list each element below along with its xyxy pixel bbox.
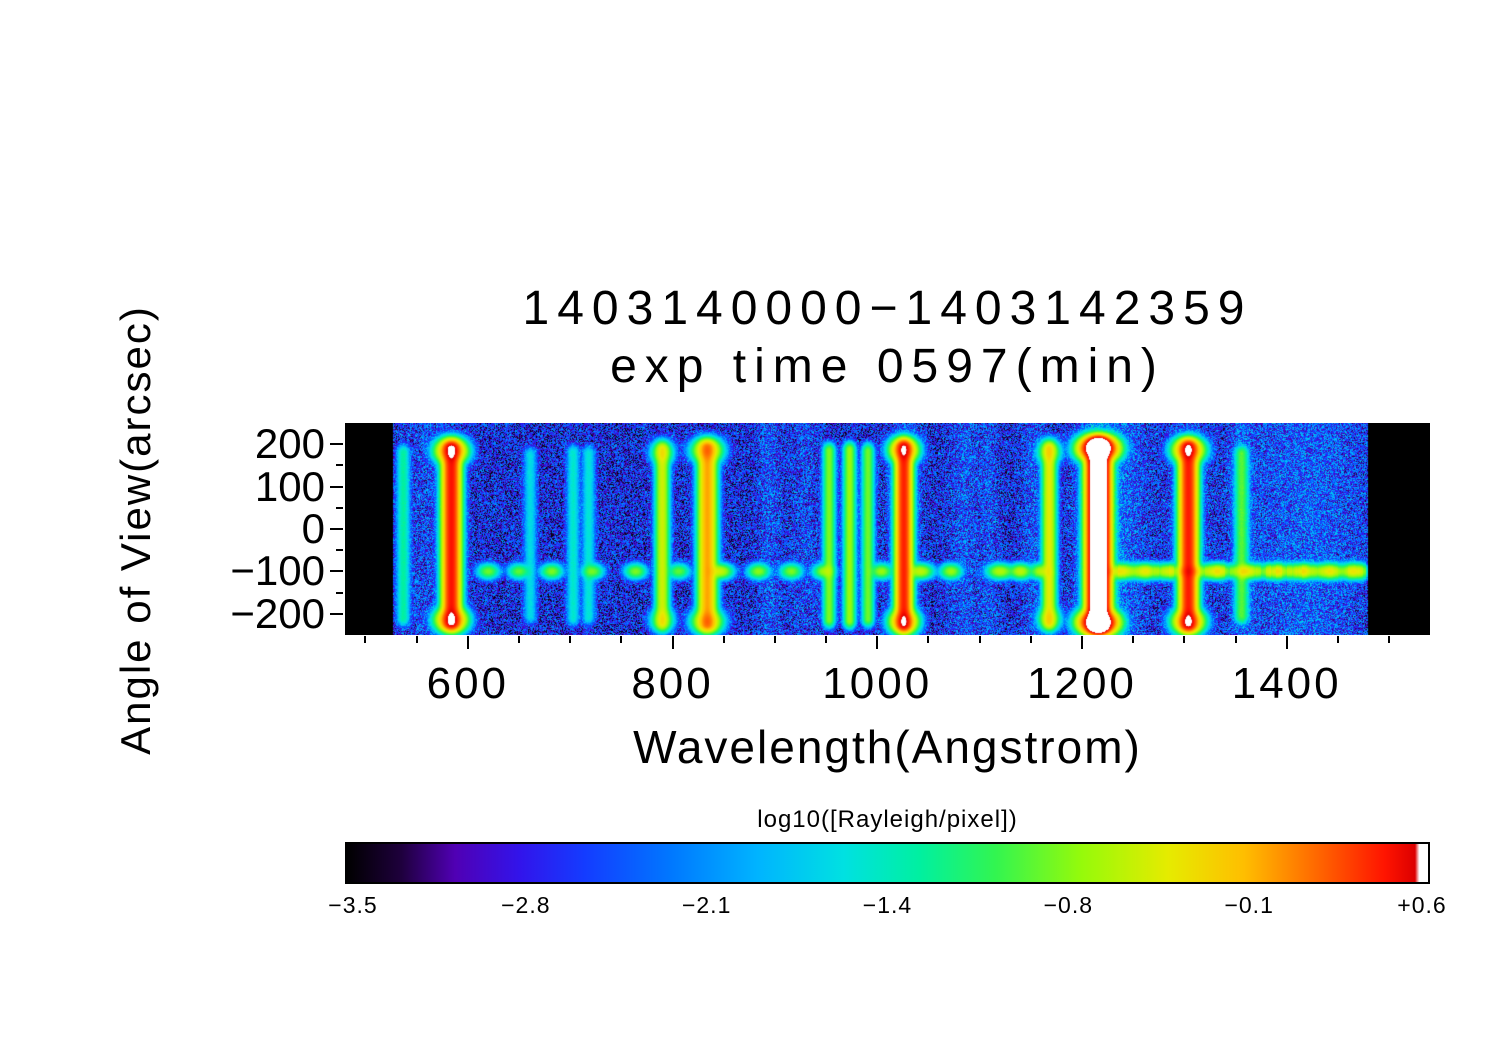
x-minor-tick-mark	[569, 636, 572, 643]
x-tick-label: 1200	[1027, 659, 1137, 708]
x-tick-label: 600	[426, 659, 510, 708]
x-minor-tick-mark	[620, 636, 623, 643]
colorbar-tick-label: −0.8	[1043, 892, 1094, 918]
colorbar-tick-label: −2.8	[501, 892, 551, 918]
x-tick-mark	[1285, 636, 1288, 649]
spectral-image	[345, 423, 1430, 635]
plot-title-line2: exp time 0597(min)	[610, 340, 1165, 393]
y-tick-mark	[330, 528, 343, 530]
colorbar-tick-label: −0.1	[1224, 892, 1274, 918]
x-minor-tick-mark	[364, 636, 367, 643]
colorbar-tick-label: +0.6	[1397, 892, 1447, 918]
y-tick-label: −200	[230, 589, 325, 637]
y-tick-mark	[330, 612, 343, 615]
y-tick-label: 200	[254, 420, 325, 468]
x-minor-tick-mark	[927, 636, 930, 643]
y-tick-label: −100	[230, 547, 325, 595]
y-minor-tick-mark	[336, 506, 343, 509]
plot-title: 1403140000−1403142359 exp time 0597(min)	[345, 280, 1430, 396]
y-tick-mark	[330, 485, 343, 488]
x-minor-tick-mark	[1336, 636, 1339, 643]
x-tick-mark	[466, 636, 469, 649]
x-minor-tick-mark	[773, 636, 776, 643]
x-tick-mark	[876, 636, 879, 649]
x-tick-mark	[1080, 636, 1083, 649]
y-tick-label: 100	[254, 462, 325, 510]
y-minor-tick-mark	[336, 464, 343, 467]
plot-title-line1: 1403140000−1403142359	[522, 282, 1253, 335]
colorbar-tick-label: −1.4	[862, 892, 913, 918]
x-minor-tick-mark	[1234, 636, 1237, 643]
x-minor-tick-mark	[825, 636, 828, 643]
x-minor-tick-mark	[1029, 636, 1032, 643]
x-minor-tick-mark	[518, 636, 520, 643]
x-tick-label: 1400	[1231, 659, 1342, 708]
colorbar-label: log10([Rayleigh/pixel])	[757, 806, 1018, 833]
colorbar	[345, 842, 1430, 884]
x-minor-tick-mark	[722, 636, 725, 643]
colorbar-tick-label: −2.1	[681, 892, 732, 918]
x-tick-mark	[671, 636, 674, 649]
x-tick-label: 1000	[822, 659, 933, 708]
y-tick-mark	[330, 443, 343, 446]
x-minor-tick-mark	[978, 636, 981, 643]
x-minor-tick-mark	[1183, 636, 1186, 643]
y-tick-mark	[330, 570, 343, 573]
y-tick-label: 0	[301, 505, 325, 552]
x-minor-tick-mark	[1388, 636, 1391, 643]
y-minor-tick-mark	[336, 549, 343, 552]
x-axis-label: Wavelength(Angstrom)	[633, 721, 1142, 773]
x-minor-tick-mark	[1132, 636, 1135, 643]
x-minor-tick-mark	[415, 636, 418, 643]
x-tick-label: 800	[631, 659, 714, 708]
y-minor-tick-mark	[336, 591, 343, 594]
colorbar-tick-label: −3.5	[328, 892, 378, 918]
